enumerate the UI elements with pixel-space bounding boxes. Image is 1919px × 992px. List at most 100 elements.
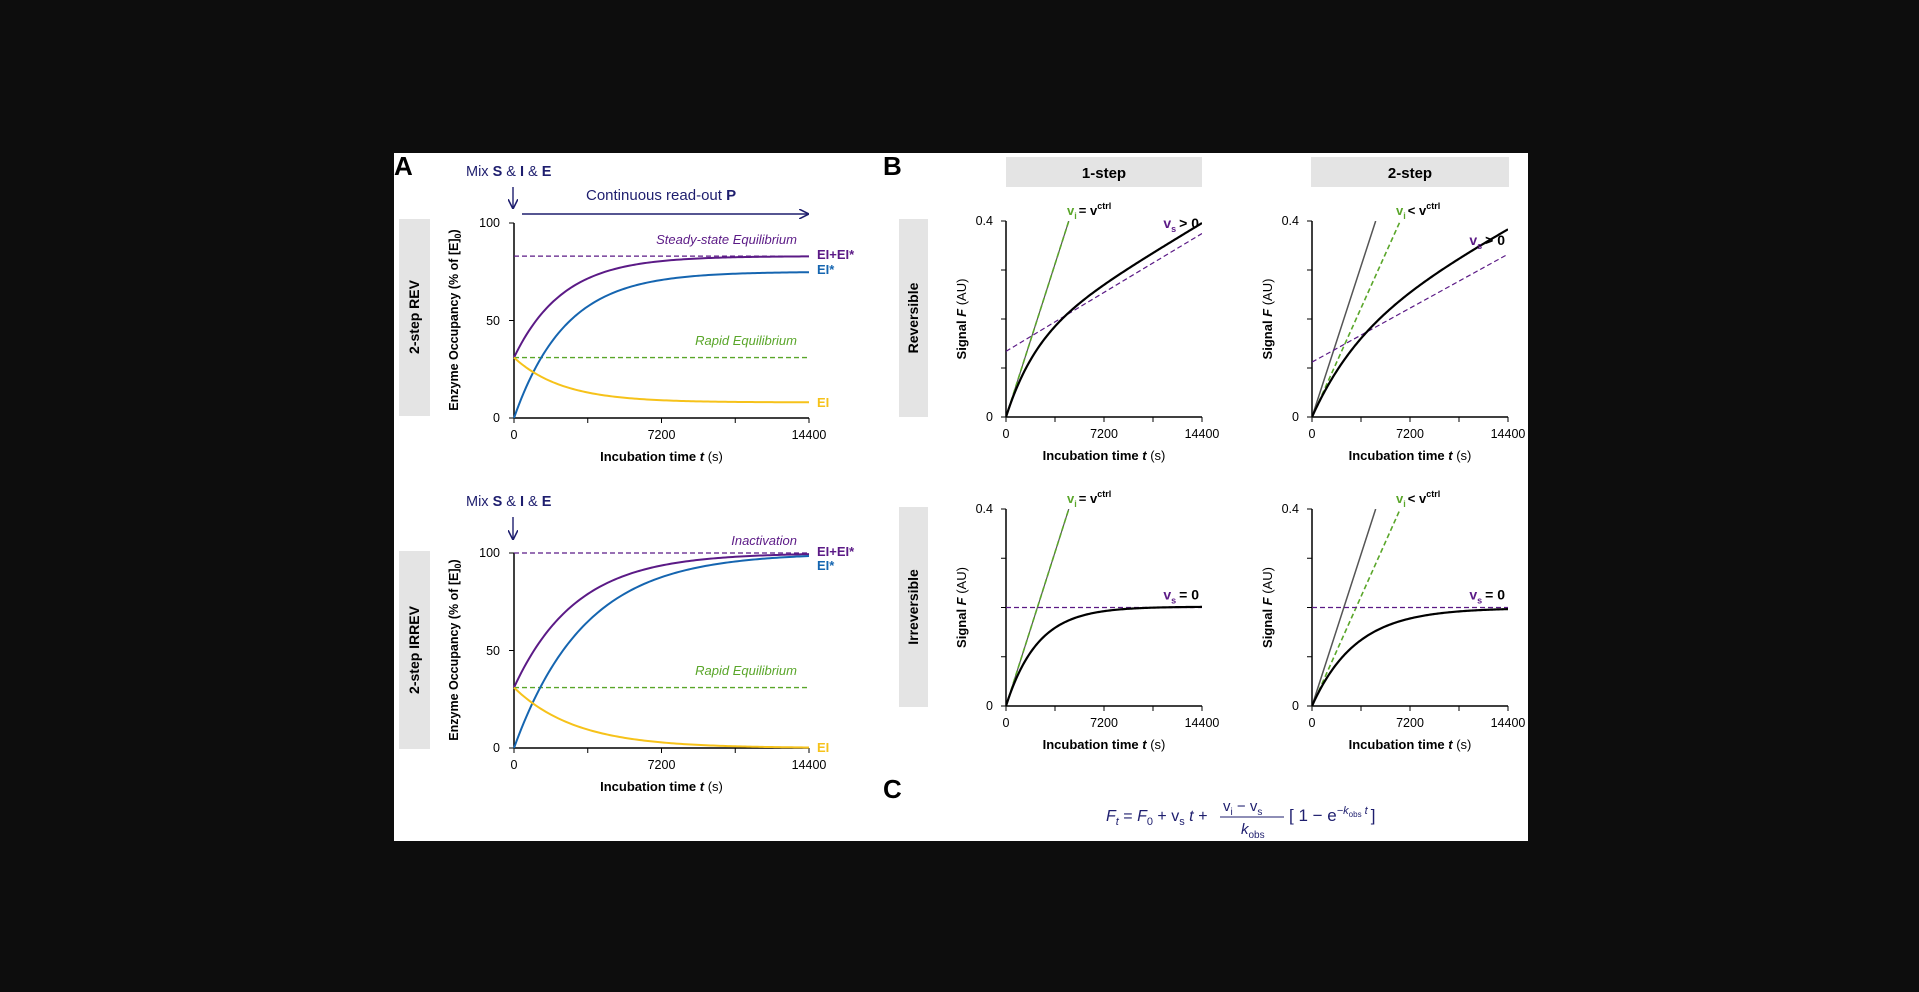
- panel-b-letter: B: [883, 153, 902, 181]
- panel-a-top-chart: 100 50 0 0 7200 14400 Incubation time t …: [447, 216, 855, 464]
- plot-area: [1312, 221, 1508, 418]
- readout-label: Continuous read-out P: [586, 187, 736, 204]
- series-line-ei-: [513, 271, 810, 419]
- series-line-ei: [513, 686, 810, 749]
- panel-a-bottom-chart: 100 50 0 0 7200 14400 Incubation time t …: [447, 533, 855, 794]
- y-tick-label: 0.4: [1282, 502, 1299, 516]
- x-axis-title: Incubation time t (s): [600, 779, 723, 794]
- mix-label-top: Mix S & I & E: [466, 164, 552, 180]
- panel-b-reversible-2step: 0 0.4 0 7200 14400 Incubation time t (s) Signa…: [1260, 201, 1525, 463]
- x-tick-label: 14400: [1185, 427, 1220, 441]
- col-tab-2step-label: 2-step: [1388, 165, 1432, 182]
- y-axis-title: Enzyme Occupancy (% of [E]0): [447, 559, 463, 740]
- y-tick-label: 0.4: [976, 214, 993, 228]
- vi-annotation: vi < vctrl: [1396, 489, 1440, 509]
- initial-rate-line: [1312, 221, 1401, 418]
- svg-text:vi − vs: vi − vs: [1223, 798, 1262, 818]
- x-tick-label: 0: [511, 428, 518, 442]
- x-tick-label: 14400: [1491, 427, 1526, 441]
- y-axis-title: Signal F (AU): [954, 279, 969, 360]
- control-rate-line: [1006, 221, 1070, 418]
- x-axis-title: Incubation time t (s): [1349, 737, 1472, 752]
- svg-text:kobs: kobs: [1241, 821, 1265, 841]
- row-tab-rev: [399, 219, 430, 416]
- initial-rate-line: [1006, 509, 1070, 707]
- plot-area: [513, 552, 810, 749]
- x-tick-label: 0: [511, 758, 518, 772]
- col-tab-2step: [1311, 157, 1509, 187]
- vs-annotation: vs = 0: [1163, 587, 1199, 606]
- x-tick-label: 7200: [1090, 427, 1118, 441]
- x-tick-label: 0: [1003, 716, 1010, 730]
- ei-total-label: EI+EI*: [817, 544, 855, 559]
- series-line-ei-ei-: [513, 255, 810, 358]
- row-tab-irreversible-label: Irreversible: [905, 569, 921, 645]
- progress-curve: [1006, 222, 1202, 418]
- col-tab-1step: [1006, 157, 1202, 187]
- figure-svg: A Mix S & I & E Continuous read-out P 2-…: [394, 153, 1525, 841]
- rapid-equilibrium-annotation: Rapid Equilibrium: [695, 663, 797, 678]
- inactivation-annotation: Inactivation: [731, 533, 797, 548]
- x-axis-title: Incubation time t (s): [1043, 448, 1166, 463]
- vi-annotation: vi < vctrl: [1396, 201, 1440, 221]
- vs-annotation: vs = 0: [1469, 587, 1505, 606]
- panel-c-letter: C: [883, 774, 902, 804]
- mix-label-bottom: Mix S & I & E: [466, 494, 552, 510]
- x-axis-title: Incubation time t (s): [1043, 737, 1166, 752]
- vi-annotation: vi = vctrl: [1067, 489, 1111, 509]
- y-tick-label: 0: [986, 410, 993, 424]
- steady-state-annotation: Steady-state Equilibrium: [656, 232, 797, 247]
- y-axis-title: Signal F (AU): [1260, 279, 1275, 360]
- ei-total-label: EI+EI*: [817, 247, 855, 262]
- x-tick-label: 14400: [792, 428, 827, 442]
- rapid-equilibrium-annotation: Rapid Equilibrium: [695, 333, 797, 348]
- ei-label: EI: [817, 395, 829, 410]
- row-tab-irrev-label: 2-step IRREV: [406, 605, 422, 694]
- vs-annotation: vs > 0: [1469, 232, 1505, 251]
- x-tick-label: 14400: [1491, 716, 1526, 730]
- panel-b-charts: 0 0.4 0 7200 14400 Incubation time t (s) Signa…: [954, 201, 1525, 752]
- plot-area: [1006, 509, 1202, 707]
- rate-equation: Ft = F0 + vs t + vi − vs kobs [ 1 − e−ko…: [1106, 798, 1375, 841]
- panel-a-letter: A: [394, 153, 413, 181]
- y-axis-title: Signal F (AU): [954, 567, 969, 648]
- plot-area: [1006, 221, 1202, 418]
- x-tick-label: 7200: [648, 758, 676, 772]
- y-tick-label: 0.4: [1282, 214, 1299, 228]
- ei-label: EI: [817, 740, 829, 755]
- x-tick-label: 7200: [1396, 716, 1424, 730]
- x-tick-label: 0: [1003, 427, 1010, 441]
- row-tab-irreversible: [899, 507, 928, 707]
- x-tick-label: 14400: [792, 758, 827, 772]
- y-tick-label: 0: [493, 411, 500, 425]
- y-tick-label: 0: [493, 741, 500, 755]
- y-tick-label: 0: [1292, 410, 1299, 424]
- row-tab-reversible-label: Reversible: [905, 282, 921, 353]
- panel-b-irreversible-1step: 0 0.4 0 7200 14400 Incubation time t (s) Signa…: [954, 489, 1219, 752]
- control-rate-line: [1312, 509, 1377, 707]
- x-axis-title: Incubation time t (s): [1349, 448, 1472, 463]
- y-axis-title: Enzyme Occupancy (% of [E]0): [447, 229, 463, 410]
- progress-curve: [1312, 228, 1508, 418]
- control-rate-line: [1312, 221, 1377, 418]
- axis-ticks: [509, 552, 810, 753]
- panel-b-irreversible-2step: 0 0.4 0 7200 14400 Incubation time t (s) Signa…: [1260, 489, 1525, 752]
- y-tick-label: 50: [486, 314, 500, 328]
- series-line-ei-ei-: [513, 553, 810, 688]
- figure: A Mix S & I & E Continuous read-out P 2-…: [394, 153, 1528, 841]
- plot-area: [513, 255, 810, 419]
- y-tick-label: 100: [479, 546, 500, 560]
- plot-area: [1312, 509, 1508, 707]
- ei-star-label: EI*: [817, 558, 835, 573]
- y-tick-label: 0: [986, 699, 993, 713]
- panel-b-reversible-1step: 0 0.4 0 7200 14400 Incubation time t (s) Signa…: [954, 201, 1219, 463]
- progress-curve: [1006, 605, 1202, 707]
- vs-annotation: vs > 0: [1163, 215, 1199, 234]
- progress-curve: [1312, 608, 1508, 707]
- vi-annotation: vi = vctrl: [1067, 201, 1111, 221]
- series-line-ei-: [513, 555, 810, 749]
- y-tick-label: 0.4: [976, 502, 993, 516]
- initial-rate-line: [1006, 221, 1070, 418]
- row-tab-rev-label: 2-step REV: [406, 279, 422, 354]
- x-tick-label: 7200: [648, 428, 676, 442]
